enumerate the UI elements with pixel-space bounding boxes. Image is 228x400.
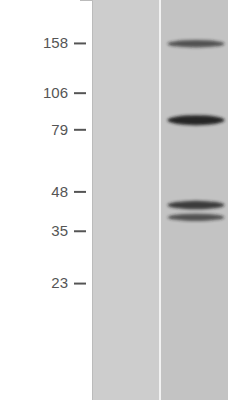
tick: 79 bbox=[51, 121, 86, 138]
band bbox=[167, 201, 224, 210]
tick: 23 bbox=[51, 274, 86, 291]
tick-label: 79 bbox=[51, 121, 68, 138]
band bbox=[167, 115, 224, 125]
tick-mark bbox=[74, 191, 86, 193]
tick-label: 158 bbox=[43, 34, 68, 51]
tick-mark bbox=[74, 92, 86, 94]
lane-separators bbox=[160, 0, 161, 400]
lanes bbox=[92, 0, 228, 400]
tick-label: 23 bbox=[51, 274, 68, 291]
tick-mark bbox=[74, 129, 86, 131]
tick-label: 35 bbox=[51, 222, 68, 239]
lane bbox=[160, 0, 228, 400]
tick-mark bbox=[74, 230, 86, 232]
blot-figure: 158 106 79 48 35 23 bbox=[0, 0, 228, 400]
axis-line bbox=[80, 1, 93, 400]
band bbox=[167, 40, 224, 47]
tick: 158 bbox=[43, 34, 86, 51]
tick-label: 106 bbox=[43, 84, 68, 101]
lane bbox=[92, 0, 160, 400]
tick-label: 48 bbox=[51, 183, 68, 200]
lane-separator bbox=[159, 0, 161, 400]
bands bbox=[167, 40, 224, 221]
tick-mark bbox=[74, 283, 86, 285]
tick-mark bbox=[74, 42, 86, 44]
tick: 106 bbox=[43, 84, 86, 101]
tick: 48 bbox=[51, 183, 86, 200]
tick: 35 bbox=[51, 222, 86, 239]
marker-axis: 158 106 79 48 35 23 bbox=[43, 1, 93, 400]
band bbox=[167, 214, 224, 221]
